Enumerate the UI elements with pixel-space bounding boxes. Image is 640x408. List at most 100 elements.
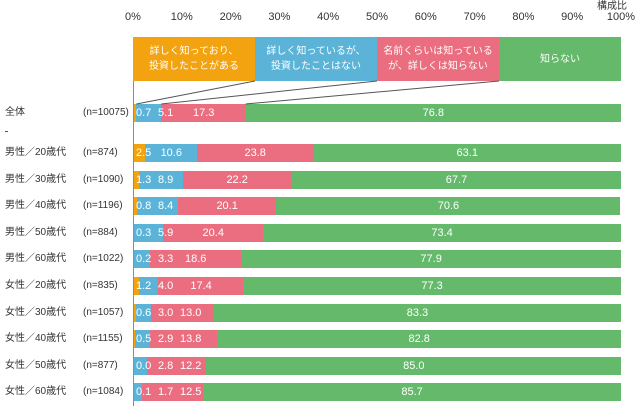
bar-segment [133,303,136,322]
bar-segment [136,104,162,122]
legend-item: 知らない [499,37,621,81]
data-label: 3.0 [158,306,174,319]
bar-segment [133,197,137,216]
bar-segment [196,144,314,162]
data-label: 18.6 [184,253,207,266]
sample-size-label: (n=1057) [83,306,124,318]
bar-segment [161,104,246,122]
data-label: 0.1 [136,386,152,399]
data-label: 1.2 [136,280,152,292]
x-tick-label: 0% [125,11,141,23]
legend-item: 詳しく知っており、 投資したことがある [133,37,255,81]
data-label: 20.1 [216,200,238,213]
category-label: 女性／60歳代 [5,386,67,398]
data-label: 4.0 [158,280,174,292]
bar-segment [133,250,151,269]
bar-segment [149,330,217,349]
data-label: 13.0 [180,306,202,319]
data-label: 77.9 [420,253,442,266]
data-label: 77.3 [421,280,443,292]
legend-label: 投資したことはない [271,61,361,72]
data-label: 12.2 [180,359,202,372]
data-label: 76.8 [422,107,445,119]
legend-item: 詳しく知っているが、 投資したことはない [255,37,377,81]
x-tick-label: 60% [414,11,437,23]
bar-segment [145,144,197,162]
sample-size-label: (n=10075) [83,107,129,118]
bar-segment [138,277,159,295]
bar-segment [206,356,621,375]
category-label: 女性／30歳代 [5,306,67,318]
sample-size-label: (n=835) [83,280,118,291]
bar-segment [139,170,183,189]
legend-label: 知らない [540,53,580,65]
bar-segment [135,330,150,349]
leader-line [136,80,256,105]
data-label: 2.8 [158,359,174,372]
bar-segment [136,197,178,216]
data-label: 8.4 [158,200,174,213]
x-tick-label: 70% [463,11,486,23]
data-label: 1.7 [158,386,174,399]
dash-mark [5,131,8,132]
data-label: 83.3 [406,306,429,319]
data-label: 22.2 [226,173,248,186]
bar-segment [135,303,151,322]
bar-segment [133,356,147,375]
data-label: 17.3 [193,107,215,119]
legend-label: 名前くらいは知っている [383,46,493,57]
sample-size-label: (n=1090) [83,173,124,185]
category-label: 男性／60歳代 [5,253,67,265]
data-label: 70.6 [437,200,460,213]
bar-segment [214,303,621,322]
data-label: 0.8 [136,200,152,213]
bar-segment [163,223,263,242]
sample-size-label: (n=1196) [83,200,123,212]
legend-label: 詳しく知っており、 [149,46,239,57]
leader-line [245,80,500,105]
bar-segment [240,250,621,269]
bar-segment [202,383,621,402]
data-label: 3.3 [158,253,174,266]
bar-segment [146,356,207,375]
category-label: 男性／40歳代 [5,200,67,212]
bar-segment [141,383,203,402]
y-axis-line [133,81,134,406]
data-label: 5.1 [158,107,174,119]
bar-segment [275,197,621,216]
data-label: 1.3 [136,173,152,186]
bar-segment [177,197,276,216]
bar-segment [133,144,146,162]
x-tick-label: 20% [219,11,242,23]
x-tick-label: 30% [268,11,291,23]
sample-size-label: (n=1022) [83,253,124,265]
legend-label: が、詳しくは知らない [388,61,488,72]
category-label: 男性／20歳代 [5,147,67,158]
bar-segment [216,330,621,349]
x-tick-label: 10% [170,11,193,23]
sample-size-label: (n=884) [83,226,118,238]
data-label: 13.8 [180,333,202,346]
legend-item: 名前くらいは知っている が、詳しくは知らない [377,37,499,81]
data-label: 0.2 [136,253,152,266]
sample-size-label: (n=1155) [83,333,123,345]
data-label: 12.5 [180,386,202,399]
data-label: 23.8 [244,147,266,159]
bar-segment [133,330,136,349]
data-label: 0.6 [136,306,152,319]
category-label: 女性／50歳代 [5,359,67,371]
legend-label: 詳しく知っているが、 [266,46,366,57]
sample-size-label: (n=874) [83,147,118,158]
data-label: 2.5 [136,147,152,159]
bar-segment [134,223,164,242]
bar-segment [150,250,241,269]
data-label: 5.9 [158,226,174,239]
data-label: 85.0 [403,359,425,372]
data-label: 82.8 [408,333,430,346]
category-label: 男性／30歳代 [5,173,67,185]
bar-segment [262,223,621,242]
data-label: 0.3 [136,226,152,239]
bar-segment [313,144,621,162]
data-label: 73.4 [431,226,453,239]
